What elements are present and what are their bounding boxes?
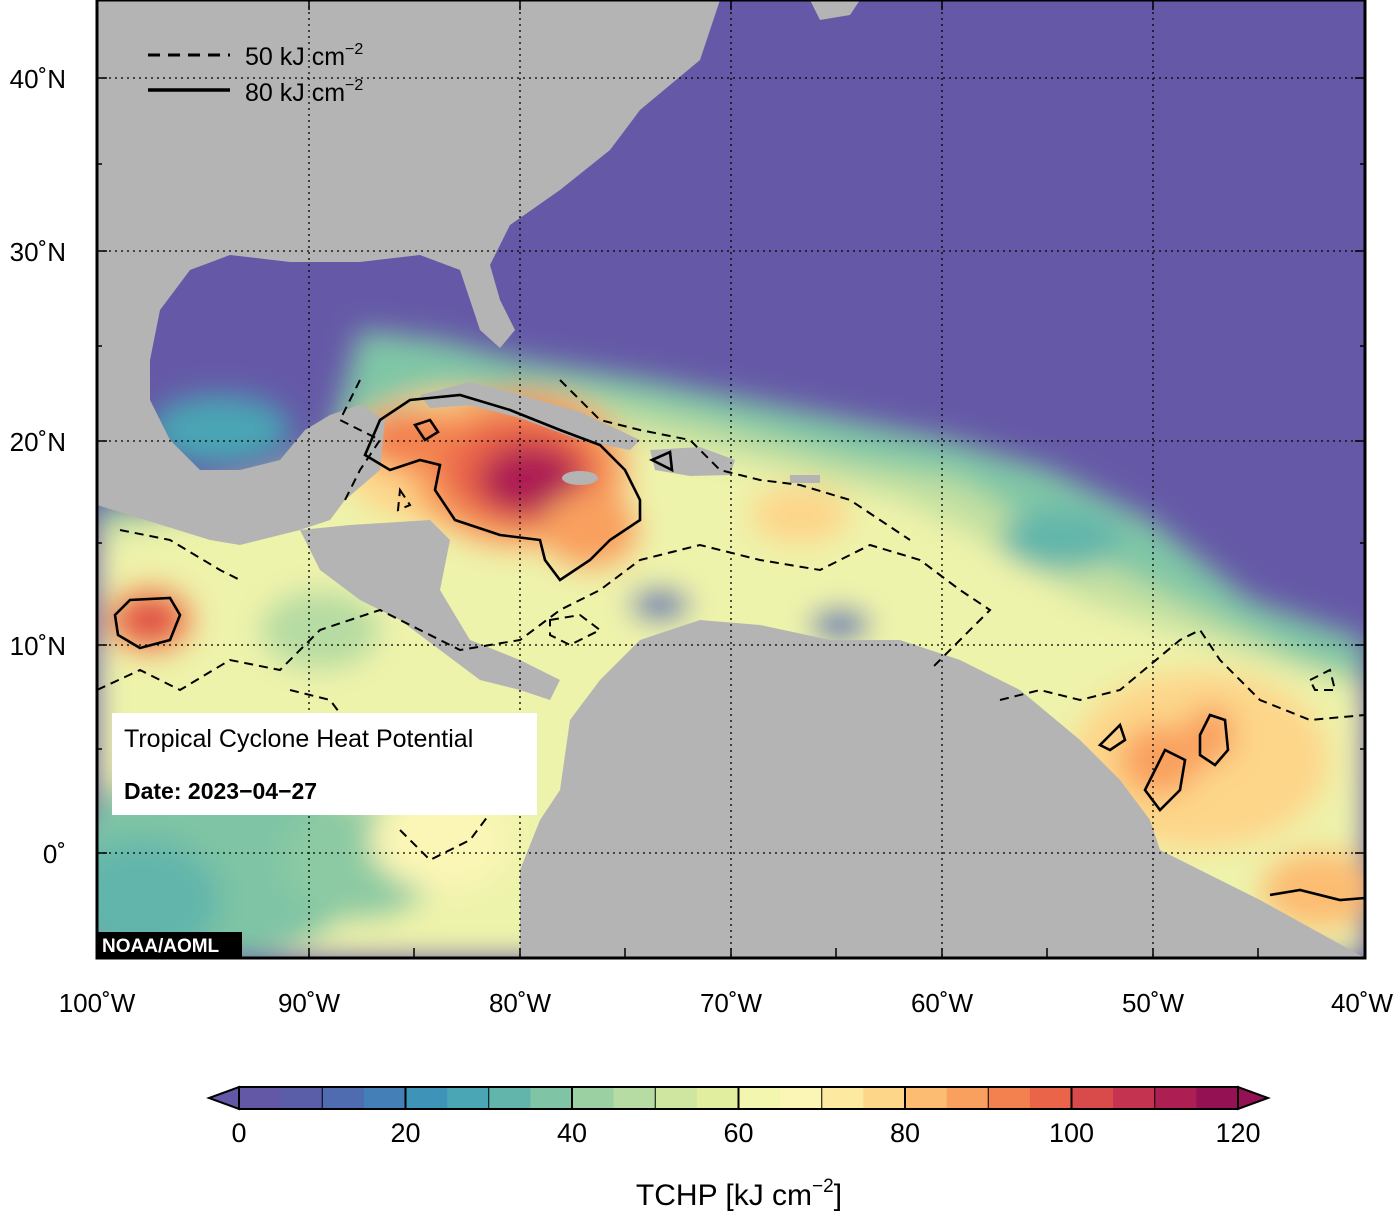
colorbar-tick-label: 120 xyxy=(1215,1118,1260,1148)
colorbar-swatch xyxy=(1113,1087,1156,1109)
colorbar-swatch xyxy=(988,1087,1031,1109)
colorbar-tick-label: 80 xyxy=(890,1118,920,1148)
colorbar-swatch xyxy=(488,1087,531,1109)
colorbar-swatch xyxy=(322,1087,365,1109)
colorbar-under-arrow xyxy=(206,1085,240,1111)
legend-solid-label: 80 kJ cm−2 xyxy=(245,77,363,107)
contour-80 xyxy=(113,393,1365,902)
colorbar-tick-label: 100 xyxy=(1049,1118,1094,1148)
colorbar-swatch xyxy=(655,1087,698,1109)
colorbar-tick-label: 20 xyxy=(390,1118,420,1148)
lon-label: 80˚W xyxy=(489,988,552,1018)
land xyxy=(97,0,1365,958)
info-date: Date: 2023−04−27 xyxy=(124,778,317,804)
contour-50 xyxy=(97,379,1365,862)
colorbar-swatch xyxy=(821,1087,864,1109)
colorbar-swatch xyxy=(863,1087,906,1109)
lat-label: 0˚ xyxy=(43,839,66,869)
lon-label: 90˚W xyxy=(278,988,341,1018)
north-america-land xyxy=(97,0,720,545)
lon-label: 100˚W xyxy=(59,988,136,1018)
map-area: 50 kJ cm−2 80 kJ cm−2 Tropical Cyclone H… xyxy=(97,0,1365,958)
colorbar-over-arrow xyxy=(1237,1085,1271,1111)
colorbar-swatch xyxy=(613,1087,656,1109)
colorbar-swatch xyxy=(905,1087,948,1109)
lat-label: 20˚N xyxy=(10,427,66,457)
colorbar-swatch xyxy=(1071,1087,1114,1109)
lon-label: 50˚W xyxy=(1122,988,1185,1018)
colorbar-swatch xyxy=(1029,1087,1073,1109)
lon-tick-marks xyxy=(202,0,1259,958)
colorbar-swatch xyxy=(696,1087,740,1109)
colorbar-swatch xyxy=(405,1087,448,1109)
info-title: Tropical Cyclone Heat Potential xyxy=(124,725,473,753)
lat-label: 10˚N xyxy=(10,631,66,661)
colorbar-swatch xyxy=(239,1087,282,1109)
colorbar-swatch xyxy=(530,1087,573,1109)
colorbar-tick-label: 40 xyxy=(557,1118,587,1148)
colorbar-ticks: 0 20 40 60 80 100 120 xyxy=(231,1087,1261,1148)
colorbar-swatch xyxy=(738,1087,781,1109)
south-america-land xyxy=(520,620,1365,958)
lon-label: 40˚W xyxy=(1331,988,1394,1018)
credit-badge: NOAA/AOML xyxy=(97,932,242,958)
colorbar-swatch xyxy=(1196,1087,1239,1109)
lon-labels: 100˚W 90˚W 80˚W 70˚W 60˚W 50˚W 40˚W xyxy=(59,988,1394,1018)
contours xyxy=(97,379,1365,902)
colorbar-swatch xyxy=(946,1087,989,1109)
colorbar-swatches xyxy=(239,1087,1239,1109)
colorbar-swatch xyxy=(447,1087,490,1109)
colorbar-swatch xyxy=(1154,1087,1197,1109)
colorbar-tick-label: 60 xyxy=(723,1118,753,1148)
lat-label: 40˚N xyxy=(10,64,66,94)
lon-label: 70˚W xyxy=(700,988,763,1018)
colorbar-swatch xyxy=(363,1087,407,1109)
lat-labels: 40˚N 30˚N 20˚N 10˚N 0˚ xyxy=(10,64,66,869)
colorbar-swatch xyxy=(780,1087,823,1109)
colorbar-swatch xyxy=(572,1087,615,1109)
colorbar-tick-label: 0 xyxy=(231,1118,246,1148)
colorbar-swatch xyxy=(280,1087,323,1109)
colorbar: 0 20 40 60 80 100 120 TCHP [kJ cm−2] xyxy=(206,1085,1271,1212)
contour-legend: 50 kJ cm−2 80 kJ cm−2 xyxy=(148,41,363,107)
colorbar-label: TCHP [kJ cm−2] xyxy=(636,1176,842,1212)
credit-text: NOAA/AOML xyxy=(102,936,220,957)
legend-dashed-label: 50 kJ cm−2 xyxy=(245,41,363,71)
lon-label: 60˚W xyxy=(911,988,974,1018)
lat-label: 30˚N xyxy=(10,237,66,267)
info-box: Tropical Cyclone Heat Potential Date: 20… xyxy=(112,713,537,815)
lat-tick-marks xyxy=(97,77,1365,854)
central-america-land xyxy=(300,520,560,700)
